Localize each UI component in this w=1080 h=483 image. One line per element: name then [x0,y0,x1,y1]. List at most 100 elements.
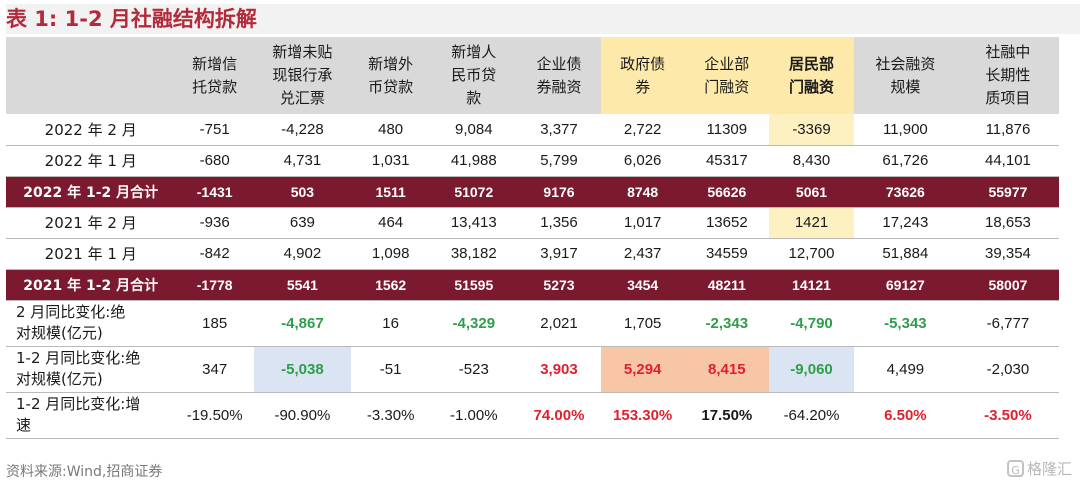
header-row: 新增信托贷款 新增未贴现银行承兑汇票 新增外币贷款 新增人民币贷款 企业债券融资… [6,37,1059,114]
table-cell: 34559 [705,245,748,262]
table-title: 表 1: 1-2 月社融结构拆解 [6,4,1080,34]
table-cell: 8,415 [684,346,770,392]
table-cell: -6,777 [986,314,1030,332]
table-cell: 5273 [517,269,601,300]
table-row: 2022 年 1 月 -680 4,731 1,031 41,988 5,799… [6,145,1059,176]
row-label: 2022 年 1 月 [44,152,137,170]
table-cell: -5,343 [884,314,927,332]
table-cell: -1431 [175,176,254,207]
table-cell: 13652 [705,214,748,231]
header-long-term-items: 社融中长期性质项目 [956,37,1059,114]
table-cell: 11309 [706,120,748,138]
table-cell: -680 [199,152,230,169]
table-cell: 4,499 [886,360,925,378]
logo-icon: G [1006,460,1024,477]
table-cell: -5,038 [253,346,351,392]
table-cell: 16 [382,314,399,332]
table-cell: 55977 [956,176,1059,207]
table-cell: 5061 [769,176,854,207]
table-cell: -751 [199,120,230,138]
table-cell: 5,294 [600,346,685,392]
table-cell: -4,228 [281,120,324,138]
table-cell: 639 [289,214,315,231]
watermark-text: 格隆汇 [1026,460,1072,478]
social-financing-table: 新增信托贷款 新增未贴现银行承兑汇票 新增外币贷款 新增人民币贷款 企业债券融资… [6,37,1059,439]
table-cell: 3,917 [540,245,578,262]
table-cell: 1,356 [540,214,578,231]
table-cell: 503 [253,176,351,207]
table-cell: 347 [202,360,228,378]
row-label: 2021 年 2 月 [44,214,137,232]
table-cell: -936 [199,214,230,231]
header-foreign-loans: 新增外币贷款 [350,37,431,114]
table-cell: 4,731 [283,152,322,169]
table-cell: 8748 [600,176,685,207]
table-cell: 185 [202,314,228,332]
header-rmb-loans: 新增人民币贷款 [430,37,518,114]
table-cell: 2,722 [623,120,662,138]
table-cell: -90.90% [274,406,331,424]
table-row-total: 2021 年 1-2 月合计 -1778 5541 1562 51595 527… [6,269,1059,300]
table-cell: 1,098 [371,245,410,262]
table-row: 1-2 月同比变化:增速 -19.50% -90.90% -3.30% -1.0… [6,392,1059,438]
table-row: 2021 年 1 月 -842 4,902 1,098 38,182 3,917… [6,238,1059,269]
table-cell: -3.30% [366,406,415,424]
table-cell: 1,705 [623,314,662,332]
header-household-financing: 居民部门融资 [769,37,854,114]
table-cell: -64.20% [783,406,840,424]
table-cell: 17,243 [882,214,929,231]
table-cell: -842 [199,245,230,262]
table-cell: -19.50% [186,406,243,424]
table-cell: -2,030 [986,360,1030,378]
table-cell: -51 [379,360,402,378]
row-label: 1-2 月同比变化:绝对规模(亿元) [16,349,141,388]
table-cell: 11,900 [882,120,928,138]
header-corner [6,37,176,114]
table-cell: -1.00% [450,406,498,424]
table-cell: 14121 [769,269,854,300]
table-cell: 8,430 [792,152,831,169]
row-label: 2021 年 1-2 月合计 [6,269,176,300]
table-cell: 48211 [684,269,770,300]
table-row: 2022 年 2 月 -751 -4,228 480 9,084 3,377 2… [6,114,1059,145]
table-cell: 51072 [430,176,518,207]
source-note: 资料来源:Wind,招商证券 [6,464,163,480]
table-cell: 6.50% [884,406,927,424]
table-cell: 41,988 [450,152,497,169]
header-undiscounted-bills: 新增未贴现银行承兑汇票 [253,37,351,114]
table-cell: 3,377 [540,120,578,138]
table-cell: 1511 [350,176,431,207]
table-cell: 480 [378,120,404,138]
header-corporate-financing: 企业部门融资 [684,37,770,114]
table-cell: 58007 [956,269,1059,300]
table-cell: 73626 [853,176,957,207]
table-cell: 2,021 [540,314,578,332]
header-total-social-financing: 社会融资规模 [853,37,957,114]
table-cell: 153.30% [613,406,673,424]
table-cell: -3.50% [984,406,1032,424]
row-label: 2021 年 1 月 [44,245,137,263]
table-cell: 69127 [853,269,957,300]
table-cell: 5541 [253,269,351,300]
watermark-logo: G 格隆汇 [1006,458,1072,479]
table-cell: 61,726 [882,152,929,169]
table-cell: 56626 [684,176,770,207]
row-label: 2022 年 2 月 [44,120,137,139]
table-cell: -9,060 [769,346,854,392]
table-cell: 1562 [350,269,431,300]
table-cell: -4,867 [281,314,324,332]
table-cell: 3,903 [540,360,578,378]
table-row-total: 2022 年 1-2 月合计 -1431 503 1511 51072 9176… [6,176,1059,207]
header-corporate-bonds: 企业债券融资 [517,37,601,114]
table-cell: 38,182 [450,245,497,262]
table-cell: 74.00% [533,406,585,424]
table-cell: 51595 [430,269,518,300]
table-cell: 11,876 [985,120,1031,138]
table-cell: -4,790 [790,314,833,332]
table-cell: 4,902 [283,245,322,262]
table-cell: -1778 [175,269,254,300]
table-cell: 3454 [600,269,685,300]
table-cell: 51,884 [882,245,929,262]
table-cell: -4,329 [452,314,496,332]
table-cell: 12,700 [788,245,835,262]
